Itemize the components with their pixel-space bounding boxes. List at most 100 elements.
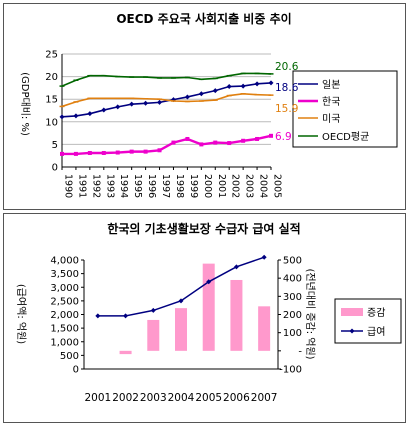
series-point bbox=[199, 142, 204, 147]
x-tick-label: 1993 bbox=[104, 174, 115, 198]
series-point bbox=[143, 149, 148, 154]
legend-swatch bbox=[341, 308, 363, 316]
x-tick-label: 1991 bbox=[76, 174, 87, 198]
series-point bbox=[178, 298, 184, 304]
y2-tick-label: - bbox=[298, 346, 302, 357]
chart-title: 한국의 기초생활보장 수급자 급여 실적 bbox=[107, 221, 300, 236]
x-tick-label: 2000 bbox=[202, 174, 213, 198]
x-tick-label: 2005 bbox=[272, 174, 283, 198]
x-tick-label: 1997 bbox=[160, 174, 171, 198]
series-point bbox=[115, 104, 121, 110]
legend-label: OECD평균 bbox=[322, 131, 369, 143]
social-spending-chart-panel: OECD 주요국 사회지출 비중 추이 (GDP대비: %) 0 5 10 15 20 2… bbox=[3, 3, 406, 210]
series-line bbox=[61, 82, 272, 118]
x-tick-label: 1996 bbox=[146, 174, 157, 198]
y-tick-label: 0 bbox=[52, 163, 58, 174]
series-point bbox=[157, 99, 163, 105]
series-point bbox=[143, 100, 149, 106]
x-tick-label: 2001 bbox=[84, 392, 111, 404]
end-data-label: 6.9 bbox=[275, 131, 292, 143]
legend-label: 일본 bbox=[322, 79, 340, 91]
x-tick-label: 1999 bbox=[188, 174, 199, 198]
bar bbox=[147, 319, 160, 351]
x-tick-label: 1995 bbox=[132, 174, 143, 198]
y-axis-label: (급여액: 억원) bbox=[15, 284, 27, 344]
series-point bbox=[226, 84, 232, 90]
series-point bbox=[255, 136, 260, 141]
x-tick-label: 2002 bbox=[230, 174, 241, 198]
bar bbox=[230, 279, 243, 351]
y-tick-label: 1,500 bbox=[50, 324, 79, 335]
bar bbox=[119, 350, 132, 355]
y-tick-label: 5 bbox=[52, 140, 58, 151]
series-line bbox=[61, 72, 272, 87]
legend-label: 미국 bbox=[322, 113, 340, 125]
series-point bbox=[150, 307, 156, 313]
series-point bbox=[129, 149, 134, 154]
x-tick-label: 2005 bbox=[195, 392, 222, 404]
series-line bbox=[61, 92, 272, 108]
series-point bbox=[268, 80, 274, 86]
series-point bbox=[101, 107, 107, 113]
x-tick-label: 2003 bbox=[140, 392, 167, 404]
y-tick-label: 2,500 bbox=[50, 296, 79, 307]
series-point bbox=[87, 111, 93, 117]
y2-tick-label: 100 bbox=[283, 328, 302, 339]
series-point bbox=[269, 133, 273, 138]
legend-label: 급여 bbox=[367, 326, 385, 338]
end-data-label: 18.6 bbox=[275, 82, 299, 94]
legend-label: 증감 bbox=[367, 307, 385, 319]
end-data-label: 15.9 bbox=[275, 103, 298, 115]
series-point bbox=[129, 101, 135, 107]
y-tick-label: 4,000 bbox=[50, 256, 79, 267]
legend-box bbox=[334, 298, 402, 344]
y-tick-label: 20 bbox=[45, 72, 58, 83]
series-point bbox=[157, 148, 162, 153]
y2-tick-label: 400 bbox=[283, 274, 302, 285]
y2-tick-label: -100 bbox=[279, 365, 302, 376]
y2-tick-label: 300 bbox=[283, 292, 302, 303]
series-point bbox=[254, 81, 260, 87]
y2-tick-label: 200 bbox=[283, 310, 302, 321]
bar bbox=[258, 306, 271, 351]
y2-tick-label: 500 bbox=[283, 256, 302, 267]
x-tick-label: 1990 bbox=[63, 174, 74, 198]
x-tick-label: 2004 bbox=[168, 392, 195, 404]
series-point bbox=[87, 150, 92, 155]
series-point bbox=[115, 150, 120, 155]
series-point bbox=[206, 279, 212, 285]
x-tick-label: 1994 bbox=[118, 174, 129, 198]
series-point bbox=[241, 138, 246, 143]
basic-livelihood-chart: 한국의 기초생활보장 수급자 급여 실적 (급여액: 억원) (전년대비 증감:… bbox=[15, 221, 402, 404]
series-point bbox=[185, 136, 190, 141]
series-line bbox=[62, 134, 272, 156]
x-tick-label: 1998 bbox=[174, 174, 185, 198]
x-tick-label: 2001 bbox=[216, 174, 227, 198]
series-point bbox=[261, 254, 267, 260]
series-point bbox=[123, 313, 129, 319]
legend-marker bbox=[349, 328, 355, 334]
series-point bbox=[95, 313, 101, 319]
series-point bbox=[171, 140, 176, 145]
series-point bbox=[240, 83, 246, 89]
series-point bbox=[198, 91, 204, 97]
y-tick-label: 2,000 bbox=[50, 310, 79, 321]
y-tick-label: 3,500 bbox=[50, 269, 79, 280]
y-tick-label: 15 bbox=[45, 95, 58, 106]
series-point bbox=[60, 151, 64, 156]
series-point bbox=[227, 141, 232, 146]
end-data-label: 20.6 bbox=[275, 61, 299, 73]
y-tick-label: 1,000 bbox=[50, 337, 79, 348]
series-point bbox=[233, 264, 239, 270]
series-point bbox=[212, 88, 218, 94]
y-tick-label: 10 bbox=[45, 117, 58, 128]
x-tick-label: 2007 bbox=[251, 392, 278, 404]
series-point bbox=[73, 113, 79, 119]
series-point bbox=[59, 114, 65, 120]
y-tick-label: 0 bbox=[73, 365, 79, 376]
x-tick-label: 2006 bbox=[223, 392, 250, 404]
x-tick-label: 1992 bbox=[90, 174, 101, 198]
y-axis-label: (GDP대비: %) bbox=[19, 72, 31, 136]
series-point bbox=[73, 151, 78, 156]
series-point bbox=[101, 150, 106, 155]
